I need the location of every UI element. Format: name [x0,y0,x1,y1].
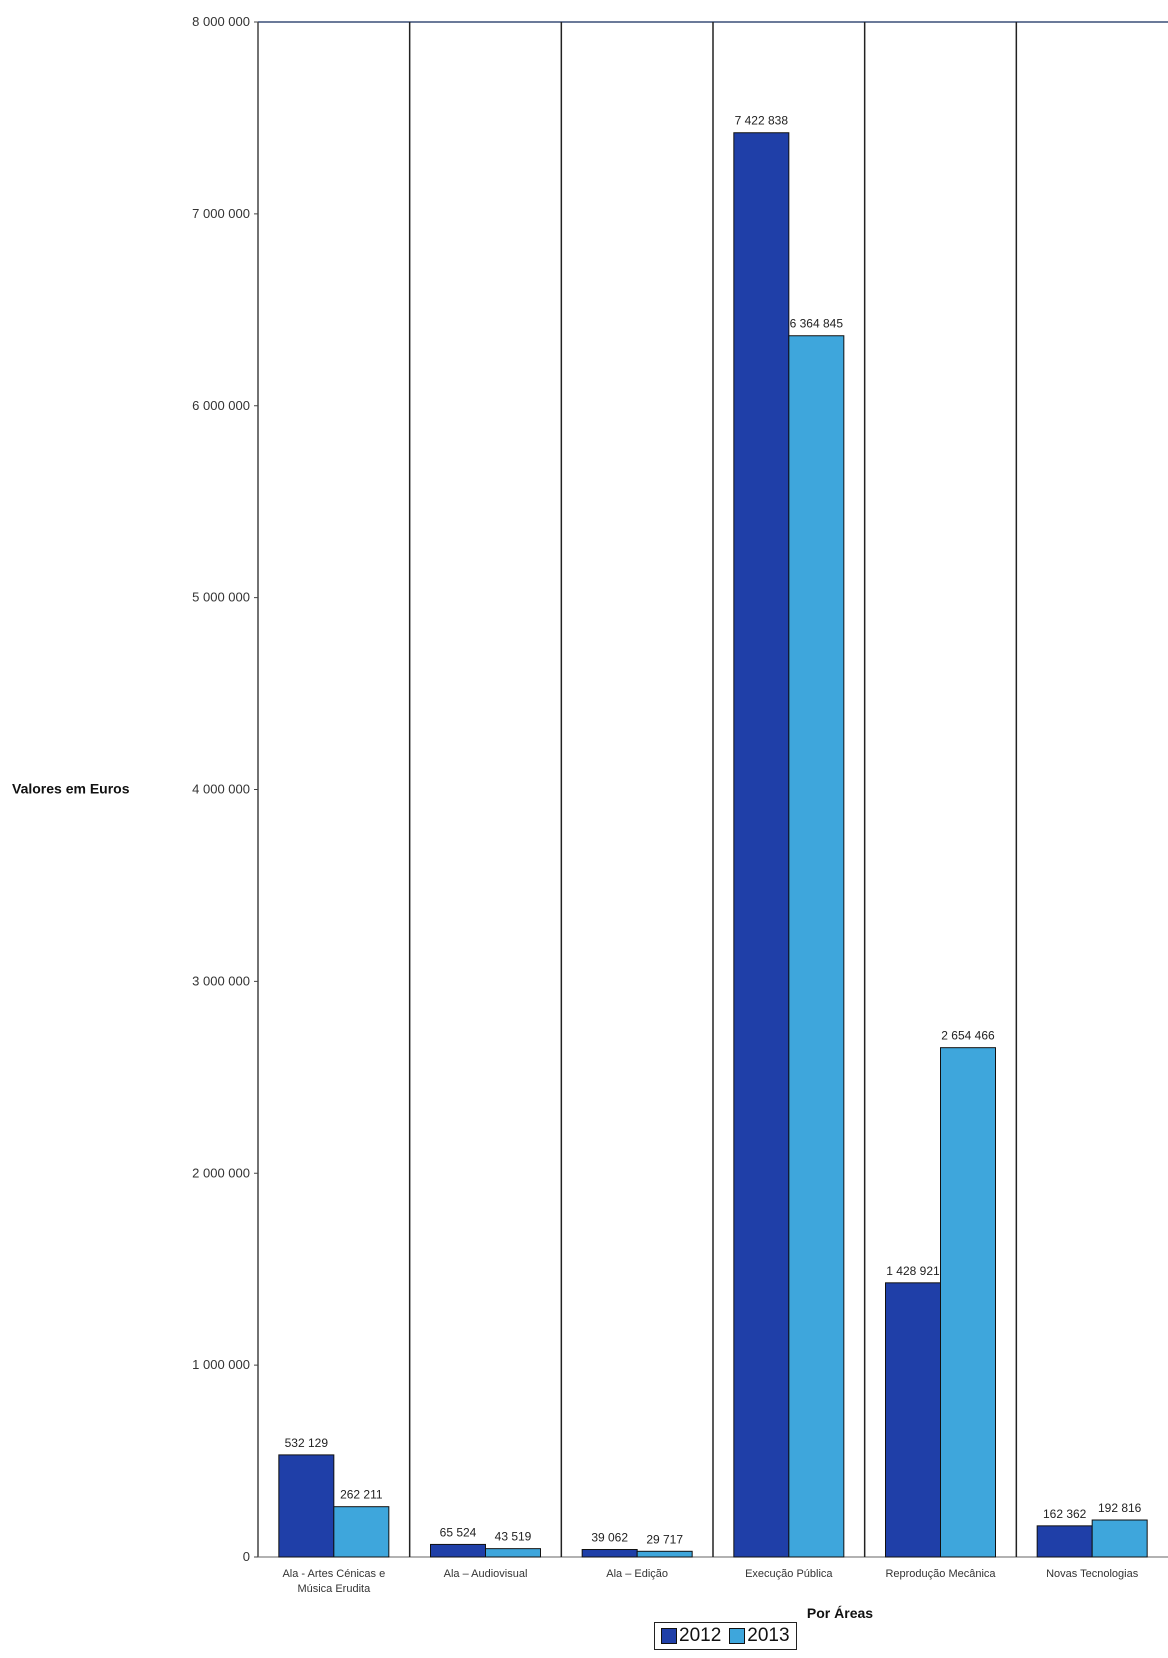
legend-swatch-2012 [661,1628,677,1644]
data-label-2013-2: 29 717 [646,1532,683,1546]
data-label-2013-4: 2 654 466 [941,1029,995,1043]
bar-2013-4 [940,1047,996,1558]
x-category-label: Ala - Artes Cénicas e [282,1568,385,1580]
y-tick-label: 2 000 000 [192,1165,250,1180]
legend: 2012 2013 [654,1622,797,1650]
bar-2012-1 [430,1543,486,1558]
y-tick-label: 5 000 000 [192,590,250,605]
data-label-2012-1: 65 524 [440,1525,477,1539]
bar-2012-0 [278,1454,335,1558]
data-label-2012-5: 162 362 [1043,1507,1087,1521]
bar-2012-5 [1036,1525,1093,1558]
legend-label-2012: 2012 [679,1625,722,1646]
bar-2013-1 [485,1548,541,1558]
bar-2013-3 [788,335,845,1558]
x-category-label: Música Erudita [297,1583,371,1595]
y-tick-label: 0 [243,1549,250,1564]
x-category-label: Novas Tecnologias [1046,1568,1139,1580]
data-label-2012-4: 1 428 921 [886,1264,940,1278]
y-tick-label: 8 000 000 [192,14,250,29]
bar-2013-5 [1091,1519,1148,1558]
y-tick-label: 3 000 000 [192,973,250,988]
bar-2013-0 [333,1506,390,1558]
x-axis-title: Por Áreas [807,1605,873,1621]
x-category-label: Ala – Edição [606,1568,668,1580]
x-category-label: Reprodução Mecânica [885,1568,996,1580]
data-label-2012-0: 532 129 [285,1436,329,1450]
data-label-2013-1: 43 519 [495,1530,532,1544]
data-label-2012-3: 7 422 838 [735,114,789,128]
data-label-2012-2: 39 062 [591,1531,628,1545]
bar-2012-4 [885,1282,941,1558]
bar-2012-3 [733,132,790,1558]
legend-item-2013: 2013 [729,1625,790,1647]
bar-2012-2 [581,1549,638,1558]
x-category-label: Ala – Audiovisual [444,1568,528,1580]
legend-swatch-2013 [729,1628,746,1644]
data-label-2013-0: 262 211 [340,1488,383,1502]
y-tick-label: 7 000 000 [192,206,250,221]
legend-item-2012: 2012 [661,1625,721,1647]
data-label-2013-5: 192 816 [1098,1501,1142,1515]
y-tick-label: 4 000 000 [192,782,250,797]
legend-label-2013: 2013 [747,1625,790,1646]
y-tick-label: 1 000 000 [192,1357,250,1372]
y-axis-label: Valores em Euros [12,781,130,797]
x-category-label: Execução Pública [745,1568,833,1580]
data-label-2013-3: 6 364 845 [790,317,844,331]
bar-2013-2 [636,1550,693,1558]
y-tick-label: 6 000 000 [192,398,250,413]
